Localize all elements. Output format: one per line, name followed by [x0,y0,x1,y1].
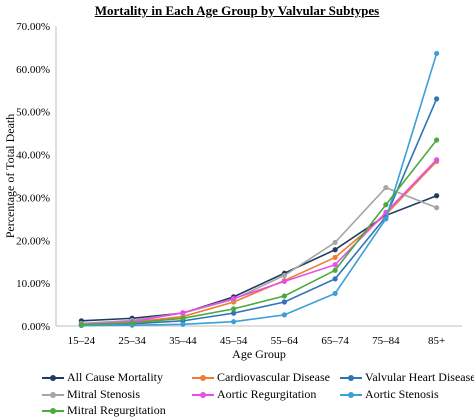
data-point-valvular-heart-diseases [231,310,237,316]
legend-swatch [42,373,64,383]
legend-item-aortic-regurgitation: Aortic Regurgitation [192,387,316,402]
data-point-aortic-regurgitation [332,262,338,268]
series-line-aortic-regurgitation [81,159,438,326]
series-line-aortic-stenosis [81,53,438,327]
series-line-valvular-heart-diseases [81,98,438,326]
chart-title: Mortality in Each Age Group by Valvular … [94,3,380,18]
data-point-aortic-stenosis [281,312,287,318]
data-point-valvular-heart-diseases [332,276,338,282]
data-point-mitral-regurgitation [180,315,186,321]
legend-label: Cardiovascular Disease [217,370,330,384]
data-point-aortic-stenosis [180,321,186,327]
data-point-aortic-regurgitation [434,157,440,163]
legend-swatch [192,373,214,383]
legend-label: Aortic Regurgitation [217,387,317,401]
legend: All Cause Mortality Cardiovascular Diseas… [0,370,474,420]
data-point-aortic-regurgitation [281,278,287,285]
series-layer [78,50,440,329]
data-point-mitral-regurgitation [281,293,287,299]
data-point-aortic-regurgitation [180,310,186,316]
line-chart: 0.00% 10.00% 20.00% 30.00% 40.00% 50.00% 60.00… [3,21,462,361]
legend-swatch [42,390,64,400]
data-point-all-cause-mortality [332,247,338,253]
legend-item-valvular-heart-diseases: Valvular Heart Diseases [340,370,474,385]
data-point-cardiovascular-disease [332,254,338,261]
x-tick-label: 35–44 [169,335,197,347]
legend-swatch [340,373,362,383]
x-tick-label: 85+ [428,335,445,347]
data-point-mitral-stenosis [383,184,389,191]
x-axis-title: Age Group [232,347,286,361]
y-tick-label: 30.00% [16,192,50,204]
y-axis-title: Percentage of Total Death [3,114,17,239]
x-tick-labels: 15–24 25–34 35–44 45–54 55–64 65–74 75–84 85+ [68,335,446,347]
data-point-mitral-regurgitation [383,202,389,208]
x-tick-label: 15–24 [68,335,96,347]
legend-label: Aortic Stenosis [365,387,439,401]
y-tick-label: 40.00% [16,150,50,162]
series-mitral-regurgitation [78,137,440,328]
data-point-aortic-stenosis [332,290,338,297]
data-point-mitral-regurgitation [434,137,440,143]
y-tick-label: 0.00% [22,321,50,333]
data-point-aortic-stenosis [231,319,237,325]
y-tick-labels: 0.00% 10.00% 20.00% 30.00% 40.00% 50.00% 60.00… [16,21,50,333]
data-point-aortic-stenosis [434,50,440,57]
legend-swatch [192,390,214,400]
legend-swatch [42,406,64,416]
legend-item-aortic-stenosis: Aortic Stenosis [340,387,439,402]
legend-swatch [340,390,362,400]
y-tick-label: 20.00% [16,235,50,247]
x-tick-label: 65–74 [321,335,349,347]
x-tick-label: 75–84 [372,335,400,347]
data-point-mitral-regurgitation [129,320,135,326]
data-point-aortic-regurgitation [231,295,237,302]
data-point-mitral-regurgitation [78,322,84,328]
x-tick-label: 25–34 [118,335,146,347]
y-tick-label: 60.00% [16,64,50,76]
y-tick-label: 10.00% [16,278,50,290]
x-tick-label: 55–64 [271,335,299,347]
data-point-valvular-heart-diseases [434,96,440,102]
series-line-mitral-stenosis [81,186,437,325]
data-point-mitral-regurgitation [231,306,237,312]
legend-label: Valvular Heart Diseases [365,370,474,384]
series-line-cardiovascular-disease [81,160,438,326]
data-point-mitral-stenosis [281,272,287,279]
data-point-all-cause-mortality [434,193,440,199]
series-aortic-regurgitation [78,157,440,327]
data-point-aortic-stenosis [383,216,389,222]
series-line-mitral-regurgitation [81,139,438,326]
legend-item-mitral-regurgitation: Mitral Regurgitation [42,403,166,418]
legend-label: Mitral Stenosis [67,387,141,401]
x-tick-label: 45–54 [220,335,248,347]
data-point-mitral-regurgitation [332,267,338,273]
data-point-valvular-heart-diseases [281,299,287,305]
legend-item-all-cause-mortality: All Cause Mortality [42,370,163,385]
legend-item-mitral-stenosis: Mitral Stenosis [42,387,140,402]
y-tick-label: 50.00% [16,107,50,119]
y-tick-label: 70.00% [16,21,50,33]
legend-label: All Cause Mortality [67,370,163,384]
legend-item-cardiovascular-disease: Cardiovascular Disease [192,370,330,385]
legend-label: Mitral Regurgitation [67,403,166,417]
data-point-mitral-stenosis [434,205,440,211]
data-point-mitral-stenosis [332,239,338,246]
